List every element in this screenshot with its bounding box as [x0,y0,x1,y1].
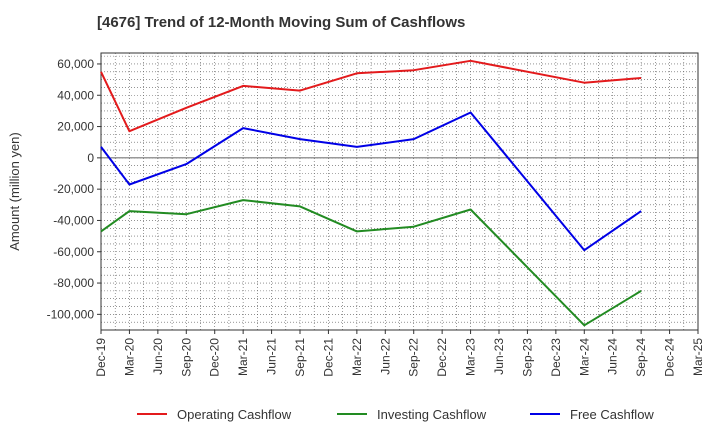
x-tick-label: Mar-21 [236,338,250,376]
x-tick-label: Jun-24 [606,338,620,375]
x-tick-label: Sep-24 [634,338,648,377]
x-tick-label: Jun-21 [265,338,279,375]
y-tick-label: -20,000 [53,182,94,196]
x-tick-label: Mar-20 [122,338,136,376]
legend-label-operating-cashflow: Operating Cashflow [177,407,292,422]
chart-title: [4676] Trend of 12-Month Moving Sum of C… [97,14,466,31]
legend-label-investing-cashflow: Investing Cashflow [377,407,487,422]
y-tick-labels: 60,000 40,000 20,000 0 -20,000 -40,000 -60,000… [47,57,101,321]
x-tick-label: Jun-23 [492,338,506,375]
x-tick-label: Mar-22 [350,338,364,376]
series-line-free-cashflow [100,111,642,252]
x-tick-label: Sep-22 [407,338,421,377]
y-tick-label: -100,000 [47,307,95,321]
x-tick-label: Dec-19 [94,338,108,377]
legend: Operating Cashflow Investing Cashflow Free… [137,407,654,422]
legend-label-free-cashflow: Free Cashflow [570,407,654,422]
x-tick-label: Sep-20 [179,338,193,377]
grid-layer [101,53,698,330]
y-tick-label: 20,000 [57,120,94,134]
x-tick-label: Mar-25 [691,338,705,376]
x-tick-label: Sep-21 [293,338,307,377]
y-tick-label: 60,000 [57,57,94,71]
x-tick-label: Dec-24 [663,338,677,377]
series-layer [100,59,642,327]
y-tick-label: -60,000 [53,245,94,259]
x-tick-label: Dec-23 [549,338,563,377]
y-tick-label: 0 [87,151,94,165]
x-tick-label: Dec-21 [321,338,335,377]
x-tick-label: Jun-22 [378,338,392,375]
x-tick-label: Mar-23 [464,338,478,376]
y-tick-label: -80,000 [53,276,94,290]
x-tick-labels: Dec-19 Mar-20 Jun-20 Sep-20 Dec-20 Mar-21 Jun-… [94,330,705,377]
plot-frame [100,52,699,331]
x-tick-label: Jun-20 [151,338,165,375]
y-tick-label: 40,000 [57,88,94,102]
x-tick-label: Mar-24 [577,338,591,376]
x-tick-label: Dec-20 [208,338,222,377]
x-tick-label: Dec-22 [435,338,449,377]
series-line-operating-cashflow [100,59,642,133]
x-tick-label: Sep-23 [520,338,534,377]
y-tick-label: -40,000 [53,213,94,227]
y-axis-title: Amount (million yen) [7,132,22,251]
series-line-investing-cashflow [100,199,642,327]
